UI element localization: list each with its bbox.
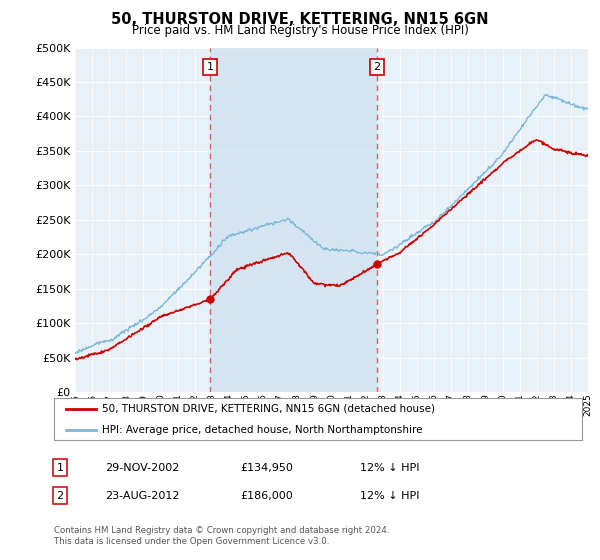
Text: 23-AUG-2012: 23-AUG-2012: [105, 491, 179, 501]
Text: 2: 2: [56, 491, 64, 501]
Text: 50, THURSTON DRIVE, KETTERING, NN15 6GN (detached house): 50, THURSTON DRIVE, KETTERING, NN15 6GN …: [102, 404, 435, 414]
Text: 12% ↓ HPI: 12% ↓ HPI: [360, 463, 419, 473]
Bar: [210, 48, 377, 392]
Text: 1: 1: [207, 62, 214, 72]
Text: 1: 1: [56, 463, 64, 473]
Text: 12% ↓ HPI: 12% ↓ HPI: [360, 491, 419, 501]
Text: HPI: Average price, detached house, North Northamptonshire: HPI: Average price, detached house, Nort…: [102, 424, 422, 435]
Text: £134,950: £134,950: [240, 463, 293, 473]
Text: Contains HM Land Registry data © Crown copyright and database right 2024.
This d: Contains HM Land Registry data © Crown c…: [54, 526, 389, 546]
Text: 29-NOV-2002: 29-NOV-2002: [105, 463, 179, 473]
Text: Price paid vs. HM Land Registry's House Price Index (HPI): Price paid vs. HM Land Registry's House …: [131, 24, 469, 36]
Text: 2: 2: [373, 62, 380, 72]
Text: 50, THURSTON DRIVE, KETTERING, NN15 6GN: 50, THURSTON DRIVE, KETTERING, NN15 6GN: [111, 12, 489, 27]
Text: £186,000: £186,000: [240, 491, 293, 501]
